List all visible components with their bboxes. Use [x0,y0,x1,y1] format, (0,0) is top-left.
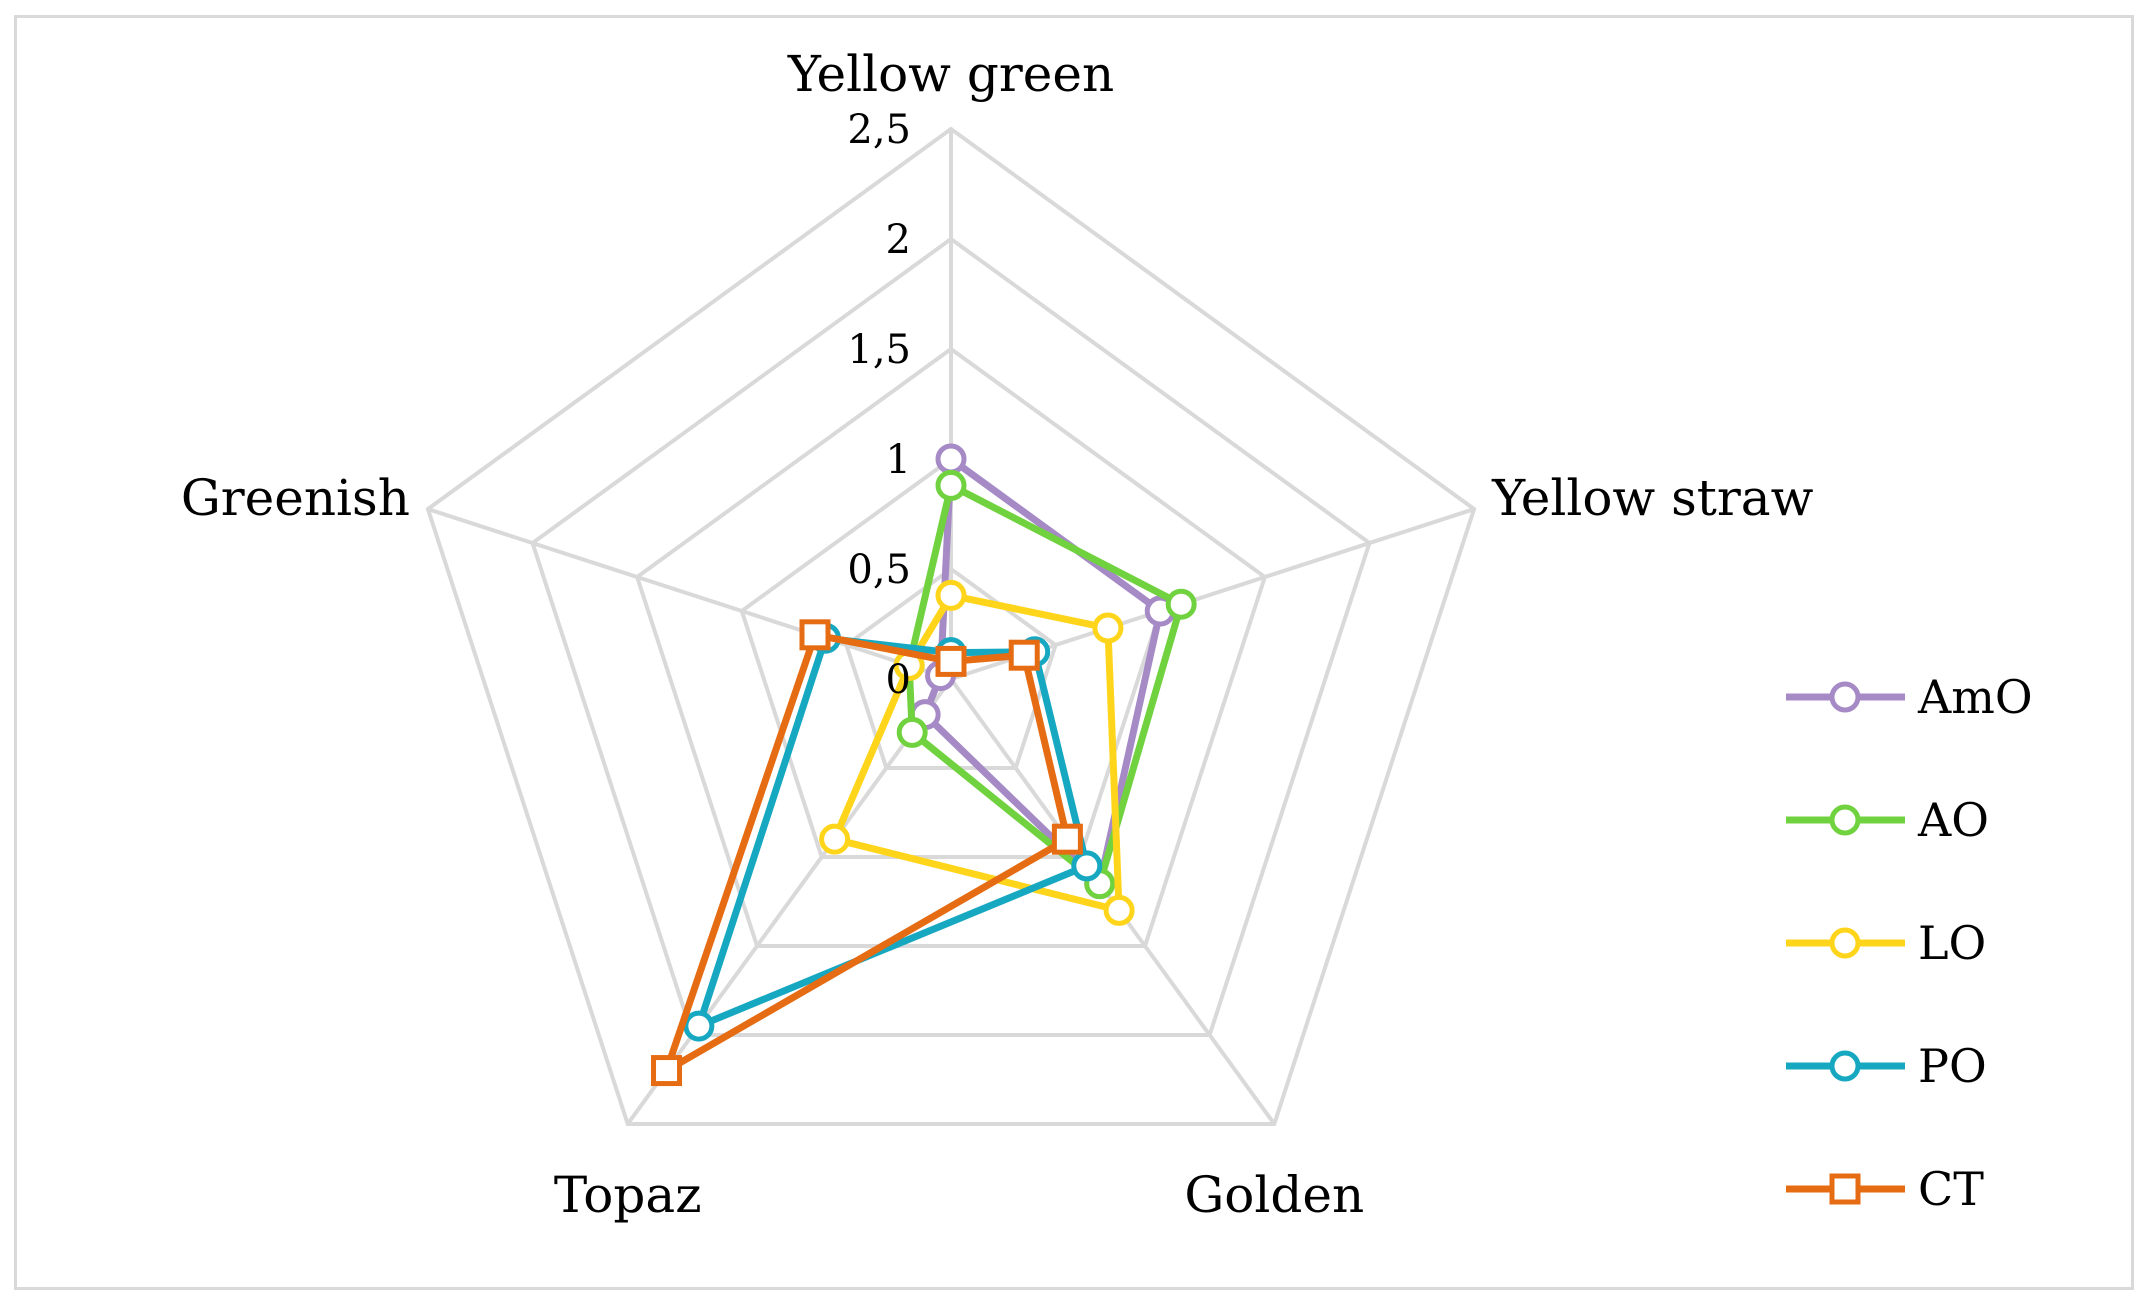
tick-label-3: 1,5 [847,327,911,373]
grid-ring-5 [425,126,1477,1126]
point-CT-2 [1051,823,1083,855]
legend-item-CT: CT [1786,1162,1984,1216]
tick-label-1: 0,5 [847,547,911,593]
point-LO-3 [819,823,851,855]
legend-marker-CT [1829,1173,1861,1205]
grid-spoke-4 [427,507,952,681]
legend-label-CT: CT [1918,1162,1984,1216]
grid [425,126,1477,1126]
category-labels: Yellow green Yellow straw Golden Topaz Green… [181,45,1814,1224]
series-line-AmO [921,455,1164,888]
point-AO-3 [896,716,928,748]
chart-frame [14,15,2134,1290]
category-label-1: Yellow straw [1491,469,1813,527]
point-PO-3 [683,1010,715,1042]
tick-label-5: 2,5 [847,107,911,153]
point-LO-1 [1092,612,1124,644]
point-CT-0 [935,645,967,677]
tick-labels: 0 0,5 1 1,5 2 2,5 [847,107,911,703]
grid-ring-3 [634,346,1268,948]
grid-spoke-3 [626,677,953,1126]
legend-item-LO: LO [1786,916,1986,970]
tick-label-4: 2 [886,217,911,263]
category-label-4: Greenish [181,469,410,527]
point-AO-0 [935,469,967,501]
point-LO-2 [1103,894,1135,926]
legend: AmO AO LO PO CT [1786,670,2033,1216]
point-CT-4 [799,619,831,651]
legend-marker-PO [1829,1050,1861,1082]
point-PO-2 [1071,850,1103,882]
category-label-3: Topaz [554,1166,702,1224]
legend-item-AO: AO [1786,793,1989,847]
point-CT-1 [1008,639,1040,671]
tick-label-0: 0 [886,657,911,703]
point-CT-3 [651,1055,683,1087]
legend-label-AO: AO [1917,793,1989,847]
point-AmO-0 [935,443,967,475]
series-CT [651,619,1083,1087]
tick-label-2: 1 [886,437,911,483]
category-label-0: Yellow green [787,45,1114,103]
grid-ring-4 [530,236,1372,1037]
legend-marker-LO [1829,927,1861,959]
legend-item-AmO: AmO [1786,670,2033,724]
legend-item-PO: PO [1786,1039,1987,1093]
legend-label-LO: LO [1918,916,1986,970]
series-line-AO [905,481,1185,888]
category-label-2: Golden [1184,1166,1364,1224]
legend-marker-AmO [1829,681,1861,713]
legend-label-AmO: AmO [1917,670,2033,724]
series-layer [651,443,1197,1087]
point-AO-1 [1165,588,1197,620]
legend-marker-AO [1829,804,1861,836]
point-LO-0 [935,579,967,611]
legend-label-PO: PO [1918,1039,1987,1093]
